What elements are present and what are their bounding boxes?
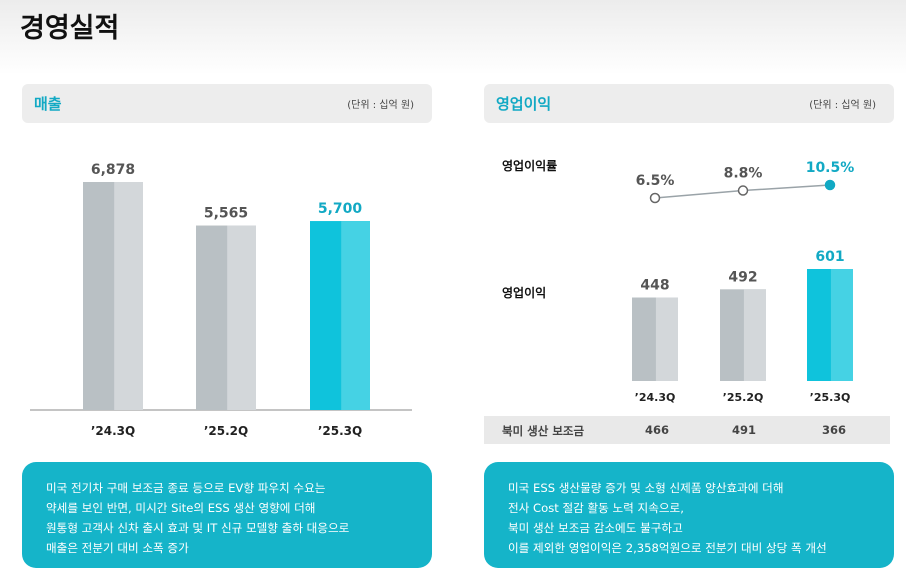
subsidy-row: 북미 생산 보조금 466 491 366 xyxy=(484,416,890,444)
revenue-summary: 미국 전기차 구매 보조금 종료 등으로 EV향 파우치 수요는 약세를 보인 … xyxy=(22,462,432,568)
summary-line: 북미 생산 보조금 감소에도 불구하고 xyxy=(508,521,683,535)
summary-line: 약세를 보인 반면, 미시간 Site의 ESS 생산 영향에 더해 xyxy=(46,501,316,515)
revenue-value-label: 5,700 xyxy=(318,201,363,217)
summary-line: 매출은 전분기 대비 소폭 증가 xyxy=(46,541,189,555)
summary-line: 이를 제외한 영업이익은 2,358억원으로 전분기 대비 상당 폭 개선 xyxy=(508,541,827,555)
revenue-header: 매출 (단위 : 십억 원) xyxy=(22,84,432,123)
page-title: 경영실적 xyxy=(20,13,120,44)
margin-value-label: 8.8% xyxy=(724,166,763,182)
summary-line: 미국 ESS 생산물량 증가 및 소형 신제품 양산효과에 더해 xyxy=(508,481,784,495)
profit-row-label: 영업이익 xyxy=(502,286,547,300)
revenue-unit: (단위 : 십억 원) xyxy=(347,100,414,111)
margin-value-label: 10.5% xyxy=(806,160,855,176)
operating-bar xyxy=(720,289,766,381)
subsidy-label: 북미 생산 보조금 xyxy=(502,424,585,438)
revenue-value-label: 5,565 xyxy=(204,206,248,222)
margin-point xyxy=(824,179,836,191)
operating-bar xyxy=(807,269,853,381)
margin-point xyxy=(649,192,661,204)
revenue-category-label: ’25.3Q xyxy=(318,424,362,438)
operating-value-label: 492 xyxy=(728,269,757,285)
margin-value-label: 6.5% xyxy=(636,173,675,189)
margin-point xyxy=(737,185,749,196)
operating-unit: (단위 : 십억 원) xyxy=(809,100,876,111)
margin-row-label: 영업이익률 xyxy=(502,159,558,173)
revenue-chart: 6,878 ’24.3Q 5,565 ’25.2Q 5,700 ’25.3Q xyxy=(30,162,412,438)
operating-summary: 미국 ESS 생산물량 증가 및 소형 신제품 양산효과에 더해 전사 Cost… xyxy=(484,462,894,568)
summary-line: 미국 전기차 구매 보조금 종료 등으로 EV향 파우치 수요는 xyxy=(46,481,326,495)
summary-line: 원통형 고객사 신차 출시 효과 및 IT 신규 모델향 출하 대응으로 xyxy=(46,521,350,535)
subsidy-value: 466 xyxy=(645,423,670,437)
summary-line: 전사 Cost 절감 활동 노력 지속으로, xyxy=(508,501,684,515)
revenue-title: 매출 xyxy=(34,95,62,113)
revenue-category-label: ’24.3Q xyxy=(91,424,135,438)
revenue-category-label: ’25.2Q xyxy=(204,424,248,438)
revenue-bar xyxy=(310,221,370,410)
operating-bar xyxy=(632,297,678,381)
operating-value-label: 601 xyxy=(815,249,844,265)
operating-title: 영업이익 xyxy=(496,95,552,113)
subsidy-value: 491 xyxy=(732,423,757,437)
operating-category-label: ’25.3Q xyxy=(810,391,851,404)
revenue-bar xyxy=(196,225,256,410)
operating-chart: 448 ’24.3Q 492 ’25.2Q 601 ’25.3Q 6.5% 8.8% 10.5% xyxy=(632,160,855,404)
operating-category-label: ’24.3Q xyxy=(635,391,676,404)
operating-category-label: ’25.2Q xyxy=(723,391,764,404)
operating-value-label: 448 xyxy=(640,278,669,294)
operating-header: 영업이익 (단위 : 십억 원) xyxy=(484,84,894,123)
revenue-value-label: 6,878 xyxy=(91,162,135,178)
revenue-bar xyxy=(83,182,143,410)
subsidy-value: 366 xyxy=(822,423,847,437)
